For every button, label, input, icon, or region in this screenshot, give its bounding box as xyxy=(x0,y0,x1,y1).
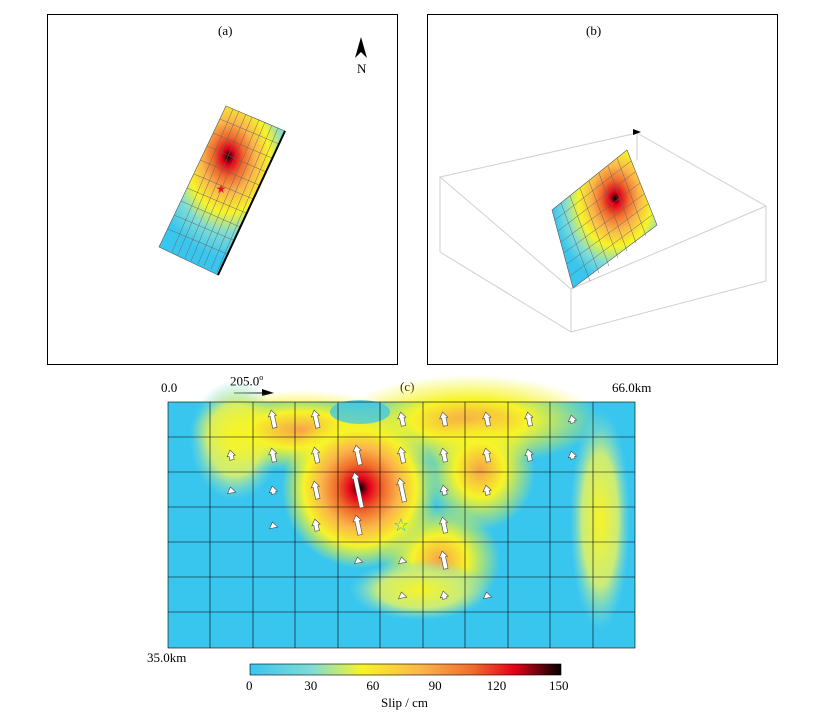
slip-vector-arrow xyxy=(438,550,449,570)
colorbar-label: Slip / cm xyxy=(381,695,428,710)
slip-vector-arrow xyxy=(310,480,321,500)
slip-vector-arrow xyxy=(524,448,534,462)
slip-vector-arrow xyxy=(482,484,492,496)
slip-vector-arrow xyxy=(524,411,534,427)
slip-vector-arrow xyxy=(439,411,449,427)
slip-vector-arrow xyxy=(352,514,363,536)
fault-end-label: 66.0km xyxy=(612,380,652,395)
panel-b-3d-view: (b) xyxy=(427,14,778,365)
slip-vector-arrow xyxy=(439,484,449,496)
panel-c-label: (c) xyxy=(400,379,415,394)
slip-vector-arrow xyxy=(439,447,449,463)
slip-vector-arrow xyxy=(483,591,493,600)
slip-background xyxy=(168,402,635,648)
slip-vector-arrow xyxy=(268,447,278,463)
slip-vector-arrow xyxy=(482,411,492,427)
slip-vector-arrow xyxy=(311,518,321,532)
subfault-grid xyxy=(167,401,636,649)
hypocenter-star-icon: ☆ xyxy=(393,515,409,535)
colorbar-tick-label: 90 xyxy=(428,678,442,693)
colorbar-tick-label: 60 xyxy=(366,678,380,693)
strike-degree: o xyxy=(259,373,264,382)
slip-vector-arrow xyxy=(396,477,408,503)
slip-vector-arrow xyxy=(398,556,408,565)
slip-vector-arrow xyxy=(267,409,278,429)
slip-vector-arrow xyxy=(567,450,578,460)
fault-depth-label: 35.0km xyxy=(147,650,187,665)
fault-start-label: 0.0 xyxy=(161,380,178,395)
slip-vector-arrow xyxy=(227,486,237,495)
slip-vector-arrow xyxy=(397,411,407,427)
north-label: N xyxy=(357,61,367,76)
slip-vector-arrow xyxy=(438,516,449,534)
slip-vector-arrow xyxy=(310,409,321,429)
colorbar-tick-label: 0 xyxy=(246,678,253,693)
slip-vector-arrow xyxy=(350,471,365,509)
slip-vector-arrow xyxy=(398,591,408,600)
slip-vector-arrow xyxy=(567,414,578,424)
colorbar-tick-label: 120 xyxy=(486,678,507,693)
slip-vector-arrow xyxy=(269,521,279,530)
colorbar-tick-label: 150 xyxy=(549,678,569,693)
panel-a-map-view: (a) N xyxy=(47,14,398,365)
strike-value: 205.0 xyxy=(230,373,260,389)
panel-a-label: (a) xyxy=(218,23,233,38)
north-arrow-icon xyxy=(354,37,368,59)
panel-b-label: (b) xyxy=(586,23,602,38)
slip-vector-arrow xyxy=(482,447,492,463)
slip-vectors xyxy=(226,409,578,600)
slip-vector-arrow xyxy=(439,590,450,600)
slip-vector-arrow xyxy=(354,556,364,565)
slip-vector-arrow xyxy=(268,485,279,495)
slip-vector-arrow xyxy=(310,446,321,464)
slip-vector-arrow xyxy=(226,449,236,461)
slip-vector-arrow xyxy=(352,444,363,466)
strike-label: 205.0o xyxy=(230,373,263,389)
slip-vector-arrow xyxy=(396,446,407,464)
colorbar-tick-label: 30 xyxy=(304,678,318,693)
